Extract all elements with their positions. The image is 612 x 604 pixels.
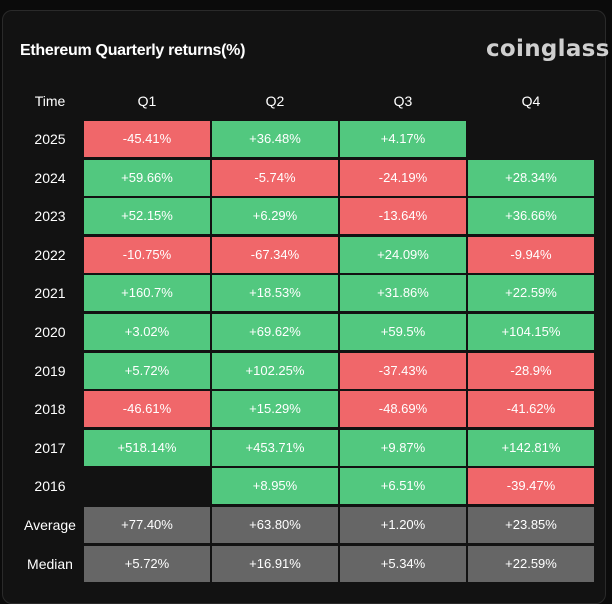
cell-median-q2: +16.91%	[212, 546, 338, 582]
cell-2021-q3: +31.86%	[340, 275, 466, 311]
row-label-2021: 2021	[34, 285, 66, 301]
cell-average-q2: +63.80%	[212, 507, 338, 543]
cell-2018-q1: -46.61%	[84, 391, 210, 427]
row-label-2019: 2019	[34, 363, 66, 379]
cell-2021-q4: +22.59%	[468, 275, 594, 311]
cell-2025-q3: +4.17%	[340, 121, 466, 157]
cell-2017-q4: +142.81%	[468, 430, 594, 466]
cell-2025-q2: +36.48%	[212, 121, 338, 157]
cell-2020-q1: +3.02%	[84, 314, 210, 350]
cell-2019-q1: +5.72%	[84, 353, 210, 389]
cell-2024-q4: +28.34%	[468, 160, 594, 196]
brand-logo: coinglass	[486, 36, 610, 62]
cell-2021-q2: +18.53%	[212, 275, 338, 311]
cell-2018-q4: -41.62%	[468, 391, 594, 427]
cell-2020-q4: +104.15%	[468, 314, 594, 350]
row-label-2020: 2020	[34, 324, 66, 340]
cell-average-q4: +23.85%	[468, 507, 594, 543]
cell-average-q1: +77.40%	[84, 507, 210, 543]
cell-2023-q1: +52.15%	[84, 198, 210, 234]
row-label-2023: 2023	[34, 208, 66, 224]
row-label-average: Average	[24, 517, 76, 533]
row-label-2024: 2024	[34, 170, 66, 186]
cell-2018-q3: -48.69%	[340, 391, 466, 427]
cell-2022-q4: -9.94%	[468, 237, 594, 273]
cell-2017-q3: +9.87%	[340, 430, 466, 466]
cell-2020-q2: +69.62%	[212, 314, 338, 350]
cell-2023-q4: +36.66%	[468, 198, 594, 234]
header-q3: Q3	[393, 93, 413, 109]
cell-2024-q1: +59.66%	[84, 160, 210, 196]
cell-2019-q3: -37.43%	[340, 353, 466, 389]
cell-2016-q2: +8.95%	[212, 468, 338, 504]
cell-median-q3: +5.34%	[340, 546, 466, 582]
header-q4: Q4	[521, 93, 541, 109]
cell-2022-q2: -67.34%	[212, 237, 338, 273]
cell-2022-q3: +24.09%	[340, 237, 466, 273]
header-q2: Q2	[265, 93, 285, 109]
cell-2022-q1: -10.75%	[84, 237, 210, 273]
cell-2016-q4: -39.47%	[468, 468, 594, 504]
cell-2023-q2: +6.29%	[212, 198, 338, 234]
cell-2019-q2: +102.25%	[212, 353, 338, 389]
cell-2020-q3: +59.5%	[340, 314, 466, 350]
cell-median-q1: +5.72%	[84, 546, 210, 582]
cell-2019-q4: -28.9%	[468, 353, 594, 389]
cell-2024-q3: -24.19%	[340, 160, 466, 196]
cell-2016-q3: +6.51%	[340, 468, 466, 504]
cell-average-q3: +1.20%	[340, 507, 466, 543]
cell-2021-q1: +160.7%	[84, 275, 210, 311]
cell-2017-q2: +453.71%	[212, 430, 338, 466]
cell-2018-q2: +15.29%	[212, 391, 338, 427]
cell-2024-q2: -5.74%	[212, 160, 338, 196]
row-label-2022: 2022	[34, 247, 66, 263]
header-q1: Q1	[137, 93, 157, 109]
row-label-2018: 2018	[34, 401, 66, 417]
header-time: Time	[34, 93, 66, 109]
cell-2025-q1: -45.41%	[84, 121, 210, 157]
row-label-median: Median	[27, 556, 73, 572]
row-label-2016: 2016	[34, 478, 66, 494]
row-label-2017: 2017	[34, 440, 66, 456]
cell-median-q4: +22.59%	[468, 546, 594, 582]
chart-title: Ethereum Quarterly returns(%)	[20, 42, 246, 59]
row-label-2025: 2025	[34, 131, 66, 147]
cell-2017-q1: +518.14%	[84, 430, 210, 466]
cell-2023-q3: -13.64%	[340, 198, 466, 234]
